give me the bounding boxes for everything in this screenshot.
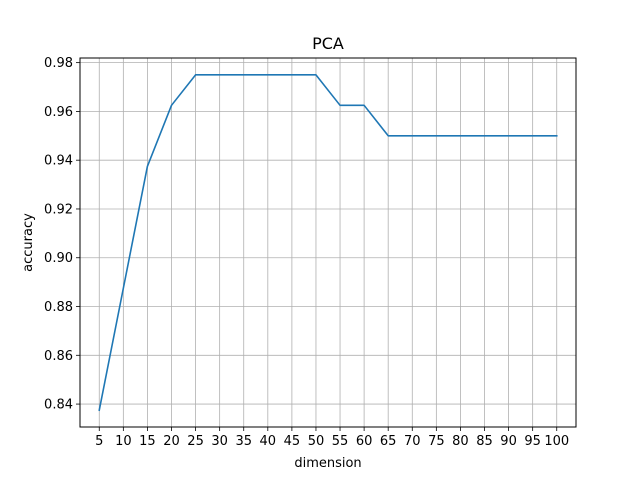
y-tick-label: 0.92	[44, 202, 73, 217]
x-tick-label: 90	[500, 434, 517, 449]
x-tick-label: 20	[163, 434, 180, 449]
x-tick-label: 55	[332, 434, 349, 449]
x-tick-label: 10	[115, 434, 132, 449]
y-axis-label: accuracy	[21, 213, 36, 272]
x-tick-label: 30	[211, 434, 228, 449]
x-tick-label: 45	[284, 434, 301, 449]
y-tick-label: 0.90	[44, 251, 73, 266]
x-axis-label: dimension	[294, 456, 361, 471]
x-tick-label: 65	[380, 434, 397, 449]
x-tick-label: 70	[404, 434, 421, 449]
grid-lines	[80, 58, 576, 427]
y-tick-label: 0.84	[44, 398, 73, 413]
y-tick-label: 0.88	[44, 300, 73, 315]
x-tick-label: 15	[139, 434, 156, 449]
series-layer	[98, 74, 558, 412]
x-tick-label: 40	[260, 434, 277, 449]
y-tick-label: 0.96	[44, 105, 73, 120]
x-tick-label: 100	[544, 434, 569, 449]
y-tick-label: 0.94	[44, 154, 73, 169]
axis-ticks: 5 10 15 20 25 30 35 40 45 50 55 60 65 70 75 80 85 90 95 100…	[44, 56, 569, 449]
x-tick-label: 80	[452, 434, 469, 449]
x-tick-label: 50	[308, 434, 325, 449]
x-tick-label: 75	[428, 434, 445, 449]
x-tick-label: 85	[476, 434, 493, 449]
chart-title: PCA	[312, 34, 344, 53]
plot-frame	[79, 57, 577, 428]
y-tick-label: 0.98	[44, 56, 73, 71]
x-tick-label: 25	[187, 434, 204, 449]
x-tick-label: 60	[356, 434, 373, 449]
series-line	[98, 74, 558, 412]
y-tick-label: 0.86	[44, 349, 73, 364]
x-tick-label: 95	[524, 434, 541, 449]
x-tick-label: 35	[235, 434, 252, 449]
x-tick-label: 5	[95, 434, 103, 449]
